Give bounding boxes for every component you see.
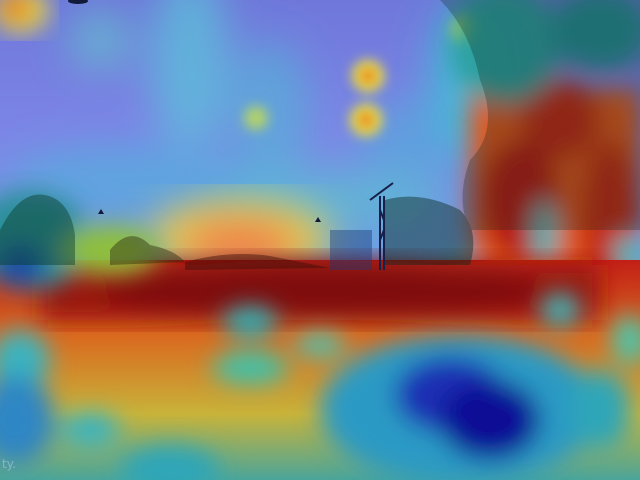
left-trees-heat [0, 190, 160, 290]
foreground-cool [0, 292, 640, 480]
construction-crane [369, 182, 394, 270]
scene-silhouettes [0, 194, 474, 270]
midground-band [40, 260, 600, 320]
corner-watermark: ty. [2, 457, 16, 471]
hotspot-top-left [0, 0, 48, 32]
sky-dots [68, 0, 321, 222]
